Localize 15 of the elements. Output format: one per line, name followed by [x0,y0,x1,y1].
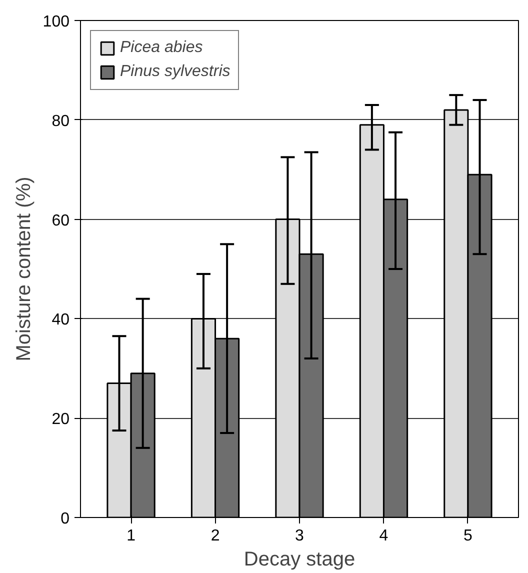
y-tick-label: 20 [52,411,70,428]
x-tick-label: 3 [295,528,304,544]
x-tick-label: 4 [379,528,388,544]
y-tick-label: 100 [42,14,70,30]
legend-label: Picea abies [120,39,203,57]
x-axis-title: Decay stage [244,548,356,570]
y-tick-label: 80 [52,112,70,130]
x-tick-label: 5 [464,528,473,544]
y-axis-title: Moisture content (%) [12,176,35,362]
legend-label: Pinus sylvestris [120,63,230,81]
y-tick-label: 60 [52,212,70,230]
x-tick-label: 1 [126,528,136,544]
y-tick-label: 40 [52,312,70,329]
x-tick-label: 2 [210,528,220,544]
y-tick-label: 0 [60,510,70,528]
